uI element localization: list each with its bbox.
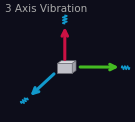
Polygon shape [57,61,76,63]
Text: 3 Axis Vibration: 3 Axis Vibration [5,4,88,14]
Polygon shape [57,63,72,73]
Polygon shape [72,61,76,73]
